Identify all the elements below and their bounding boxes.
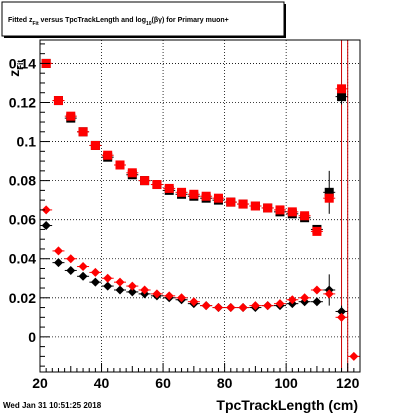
square-marker <box>103 150 113 160</box>
diamond-marker <box>53 258 63 268</box>
y-axis-title: zFit <box>6 60 25 77</box>
title-shadow-right <box>284 4 286 38</box>
axis-ticks <box>39 43 361 372</box>
square-marker <box>263 203 273 213</box>
diamond-marker <box>250 301 260 311</box>
square-marker <box>189 189 199 199</box>
diamond-marker <box>152 289 162 299</box>
tick-labels: 20 40 60 80 100 120 0 0.02 0.04 0.06 0.08 0.1 0.12 0.… <box>9 55 360 391</box>
x-tick-label: 20 <box>32 375 48 391</box>
diamond-marker <box>300 293 310 303</box>
y-tick-label: 0.14 <box>9 55 36 71</box>
square-marker <box>127 168 137 178</box>
diamond-marker <box>66 254 76 264</box>
x-axis-title: TpcTrackLength (cm) <box>216 397 358 413</box>
square-marker <box>275 205 285 215</box>
diamond-marker <box>127 287 137 297</box>
square-marker <box>250 201 260 211</box>
square-marker <box>238 199 248 209</box>
diamond-marker <box>337 312 347 322</box>
x-tick-label: 80 <box>217 375 233 391</box>
y-tick-label: 0.08 <box>9 173 36 189</box>
diamond-marker <box>213 303 223 313</box>
square-marker <box>90 140 100 150</box>
square-marker <box>201 191 211 201</box>
diamond-marker <box>127 281 137 291</box>
diamond-marker <box>90 267 100 277</box>
diamond-marker <box>189 297 199 307</box>
diamond-marker <box>115 277 125 287</box>
diamond-marker <box>226 303 236 313</box>
square-marker <box>213 193 223 203</box>
square-marker <box>337 84 347 94</box>
diamond-marker <box>337 306 347 316</box>
diamond-marker <box>201 301 211 311</box>
square-marker <box>53 96 63 106</box>
y-tick-label: 0.04 <box>9 251 36 267</box>
square-marker <box>312 226 322 236</box>
square-marker <box>66 111 76 121</box>
diamond-marker <box>275 299 285 309</box>
y-tick-label: 0.02 <box>9 290 36 306</box>
diamond-marker <box>78 271 88 281</box>
diamond-marker <box>263 301 273 311</box>
title-frame <box>1 1 285 37</box>
y-tick-label: 0 <box>28 329 36 345</box>
x-tick-label: 40 <box>94 375 110 391</box>
diamond-marker <box>78 262 88 272</box>
diamond-marker <box>324 289 334 299</box>
diamond-marker <box>349 351 359 361</box>
diamond-marker <box>115 285 125 295</box>
diamond-marker <box>238 303 248 313</box>
diamond-marker <box>41 205 51 215</box>
square-marker <box>115 160 125 170</box>
diamond-marker <box>103 281 113 291</box>
diamond-marker <box>41 221 51 231</box>
title-shadow-bottom <box>4 36 286 38</box>
square-marker <box>300 211 310 221</box>
square-marker <box>177 187 187 197</box>
square-marker <box>287 207 297 217</box>
diamond-marker <box>312 285 322 295</box>
square-marker <box>324 193 334 203</box>
diamond-marker <box>53 246 63 256</box>
title-box: Fitted zFit versus TpcTrackLength and lo… <box>1 1 286 38</box>
y-axis-title-main: zFit <box>6 60 25 77</box>
diamond-marker <box>103 273 113 283</box>
x-tick-label: 60 <box>155 375 171 391</box>
square-marker <box>337 92 347 102</box>
square-marker <box>78 127 88 137</box>
diamond-marker <box>312 297 322 307</box>
diamond-marker <box>66 265 76 275</box>
square-marker <box>140 176 150 186</box>
diamond-marker <box>140 285 150 295</box>
x-tick-label: 120 <box>336 375 360 391</box>
square-marker <box>226 197 236 207</box>
y-tick-label: 0.1 <box>17 134 37 150</box>
square-marker <box>164 183 174 193</box>
diamond-marker <box>287 295 297 305</box>
timestamp: Wed Jan 31 10:51:25 2018 <box>3 401 102 410</box>
diamond-marker <box>164 291 174 301</box>
y-tick-label: 0.12 <box>9 94 36 110</box>
x-tick-label: 100 <box>274 375 298 391</box>
diamond-marker <box>177 293 187 303</box>
square-marker <box>152 180 162 190</box>
diamond-marker <box>90 277 100 287</box>
y-tick-label: 0.06 <box>9 212 36 228</box>
chart-title: Fitted zFit versus TpcTrackLength and lo… <box>8 17 229 27</box>
square-marker <box>324 187 334 197</box>
